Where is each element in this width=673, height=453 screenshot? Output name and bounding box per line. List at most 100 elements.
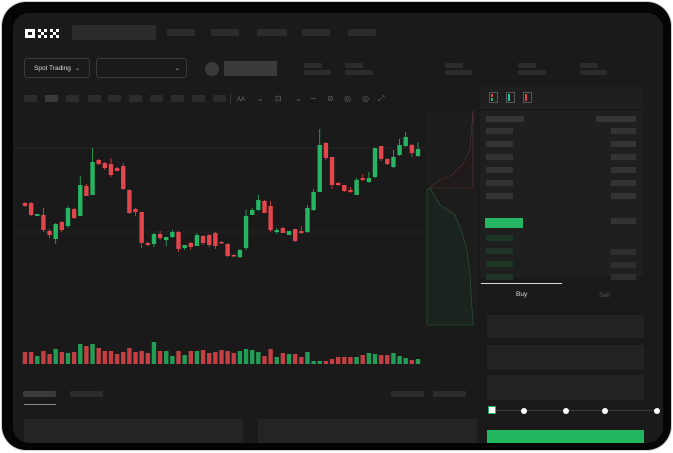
candle-body [47, 231, 52, 235]
timeframe-button[interactable] [24, 95, 37, 102]
candle-body [317, 145, 322, 192]
bid-price [486, 261, 513, 267]
slider-stop-25[interactable] [521, 408, 527, 414]
volume-bar [78, 344, 83, 364]
volume-bar [268, 349, 273, 364]
active-tab-indicator [24, 404, 56, 405]
volume-bar [139, 351, 144, 364]
timeframe-button[interactable] [45, 95, 58, 102]
tab-order-history[interactable] [70, 391, 103, 397]
pair-select[interactable]: ⌄ [96, 58, 187, 78]
amount-slider-track[interactable] [491, 410, 659, 411]
coin-icon [205, 62, 219, 76]
nav-item[interactable] [348, 29, 376, 36]
candle-body [323, 143, 329, 158]
pencil-icon[interactable]: ⊘ [327, 94, 334, 103]
volume-bar [59, 352, 65, 364]
timeframe-button[interactable] [66, 95, 79, 102]
volume-bar [121, 352, 126, 364]
camera-icon[interactable]: ◎ [344, 94, 351, 103]
market-type-label: Spot Trading [34, 64, 71, 72]
timeframe-button[interactable] [192, 95, 205, 102]
ask-price [486, 154, 513, 160]
candle-body [329, 157, 335, 185]
timeframe-button[interactable] [213, 95, 226, 102]
orderbook-both-icon[interactable] [489, 92, 498, 103]
search-bar[interactable] [72, 25, 156, 40]
tab-buy[interactable]: Buy [516, 291, 528, 298]
volume-bar [329, 359, 335, 364]
timeframe-button[interactable] [150, 95, 163, 102]
stat-label [345, 63, 363, 68]
timeframe-button[interactable] [171, 95, 184, 102]
volume-bar [219, 350, 224, 364]
timeframe-button[interactable] [88, 95, 101, 102]
total-input[interactable] [487, 375, 644, 400]
market-type-select[interactable]: Spot Trading ⌄ [24, 58, 90, 78]
candle-body [397, 145, 402, 155]
chevron-down-icon: ⌄ [74, 65, 81, 72]
volume-bar [237, 351, 243, 364]
volume-bar [41, 351, 46, 364]
nav-item[interactable] [211, 29, 239, 36]
candle-body [28, 203, 34, 215]
orderbook-price-header [486, 116, 524, 122]
candle-body [84, 186, 89, 196]
slider-stop-100[interactable] [654, 408, 660, 414]
tab-sell[interactable]: Sell [599, 292, 610, 299]
volume-bar [188, 351, 193, 364]
volume-bar [47, 354, 52, 364]
candle-body [59, 222, 65, 230]
candle-body [102, 163, 108, 168]
nav-item[interactable] [167, 29, 195, 36]
candle-body [391, 157, 396, 167]
chevron-down-icon[interactable]: ⌄ [257, 94, 264, 103]
stat-value [304, 70, 331, 75]
candle-body [22, 203, 28, 206]
last-price [485, 218, 523, 228]
candle-body [311, 192, 316, 210]
volume-bar [194, 351, 200, 364]
candle-body [360, 178, 365, 180]
volume-bar [133, 352, 138, 364]
price-input[interactable] [487, 315, 644, 338]
candle-body [151, 234, 157, 244]
candle-body [114, 168, 120, 171]
orderbook-asks-icon[interactable] [523, 92, 532, 103]
draw-line-icon[interactable]: ⊡ [275, 94, 282, 103]
amount-slider-handle[interactable] [488, 406, 496, 414]
volume-bar [35, 356, 40, 364]
volume-bar [378, 355, 384, 364]
ask-size [611, 167, 636, 173]
okx-logo[interactable] [25, 28, 67, 39]
volume-bar [225, 351, 230, 364]
orderbook-bids-icon[interactable] [506, 92, 515, 103]
nav-item[interactable] [302, 29, 330, 36]
timeframe-button[interactable] [108, 95, 121, 102]
logo-mark [25, 29, 59, 38]
amount-input[interactable] [487, 345, 644, 370]
nav-item[interactable] [257, 29, 287, 36]
candle-body [342, 185, 347, 191]
slider-stop-50[interactable] [563, 408, 569, 414]
settings-icon[interactable]: ◎ [362, 94, 369, 103]
chevron-down-icon[interactable]: ⌄ [295, 94, 302, 103]
bid-size [611, 249, 636, 255]
indicator-icon[interactable]: ʌʌ [237, 94, 245, 103]
depth-asks [429, 109, 474, 189]
tab-open-orders[interactable] [23, 391, 56, 397]
filter-button[interactable] [391, 391, 424, 397]
volume-bar [145, 353, 151, 364]
assets-panel [258, 419, 477, 443]
fullscreen-icon[interactable]: ⤢ [378, 94, 385, 103]
volume-bar [84, 346, 89, 364]
candle-body [182, 245, 187, 248]
stat-value [518, 70, 546, 75]
buy-button[interactable] [487, 430, 644, 443]
slider-stop-75[interactable] [602, 408, 608, 414]
filter-button[interactable] [433, 391, 466, 397]
volume-bar [409, 360, 415, 364]
timeframe-button[interactable] [129, 95, 142, 102]
trend-icon[interactable]: ∼ [310, 94, 317, 103]
